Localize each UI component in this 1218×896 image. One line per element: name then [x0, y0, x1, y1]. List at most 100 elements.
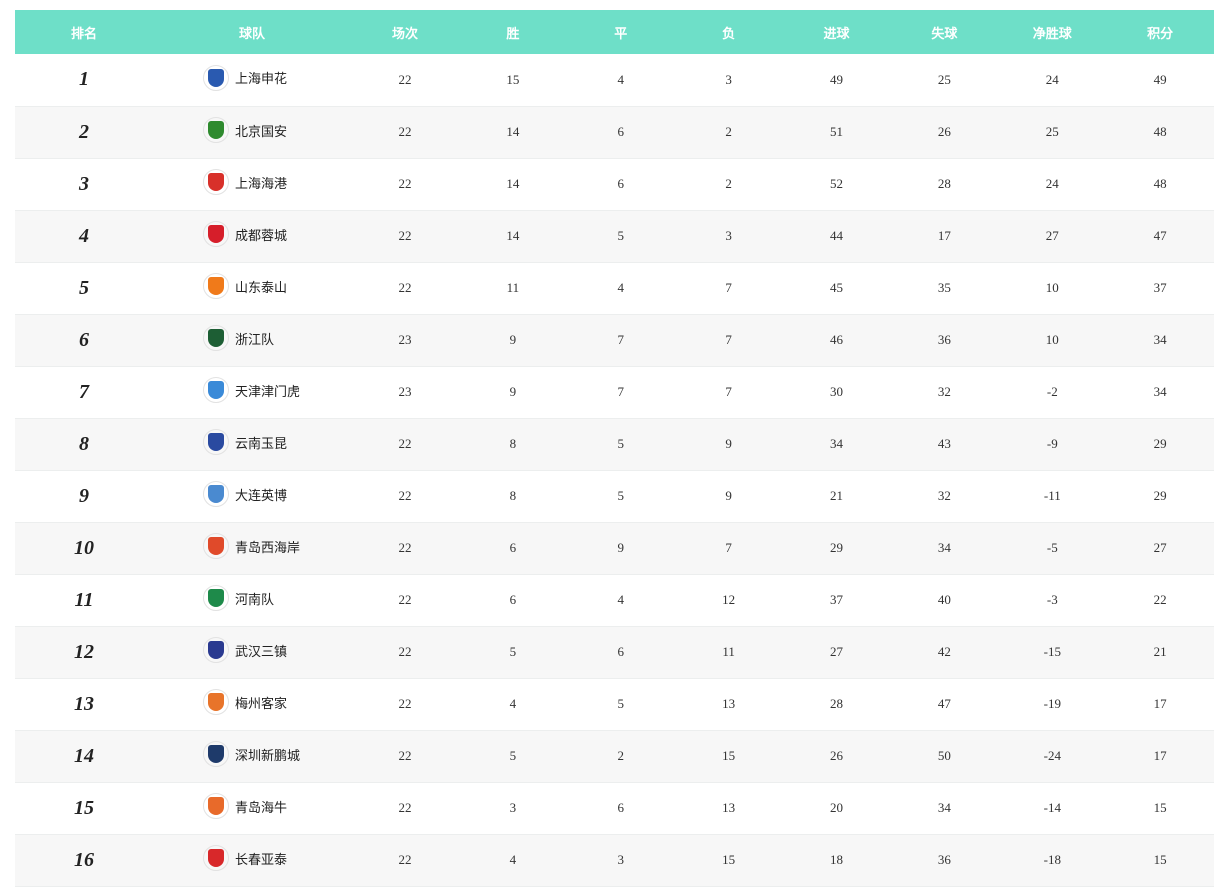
header-won: 胜 [506, 26, 520, 42]
rank-cell: 5 [79, 276, 89, 299]
team-name[interactable]: 河南队 [235, 592, 275, 608]
played-cell: 22 [398, 280, 412, 295]
team-name[interactable]: 山东泰山 [235, 280, 288, 296]
played-cell: 22 [398, 852, 412, 867]
points-cell: 34 [1153, 384, 1167, 399]
goals-against-cell: 17 [937, 228, 951, 243]
drawn-cell: 7 [617, 384, 624, 399]
goal-difference-cell: -3 [1046, 592, 1058, 607]
header-rank: 排名 [70, 26, 97, 42]
drawn-cell: 3 [617, 852, 624, 867]
team-cell[interactable]: 成都蓉城 [153, 210, 351, 262]
lost-cell: 3 [725, 71, 732, 87]
rank-cell: 12 [74, 640, 94, 663]
team-name[interactable]: 深圳新鹏城 [235, 748, 301, 764]
team-name[interactable]: 浙江队 [235, 332, 275, 348]
team-cell[interactable]: 北京国安 [153, 106, 351, 158]
goal-difference-cell: -2 [1046, 384, 1058, 399]
team-name[interactable]: 青岛海牛 [235, 800, 288, 816]
team-name[interactable]: 武汉三镇 [235, 644, 288, 660]
team-cell[interactable]: 山东泰山 [153, 262, 351, 314]
table-row: 7 天津津门虎 23 9 7 7 30 32 -2 34 [15, 366, 1215, 418]
lost-cell: 13 [722, 800, 736, 815]
team-name[interactable]: 上海申花 [235, 72, 288, 88]
played-cell: 22 [398, 228, 412, 243]
table-row: 9 大连英博 22 8 5 9 21 32 -11 29 [15, 470, 1215, 522]
team-logo-icon [203, 273, 229, 299]
team-name[interactable]: 大连英博 [235, 488, 288, 504]
drawn-cell: 6 [617, 176, 624, 191]
rank-cell: 13 [74, 692, 94, 715]
team-cell[interactable]: 云南玉昆 [153, 418, 351, 470]
lost-cell: 7 [725, 384, 732, 399]
goal-difference-cell: -18 [1043, 852, 1061, 867]
table-row: 8 云南玉昆 22 8 5 9 34 43 -9 29 [15, 418, 1215, 470]
team-cell[interactable]: 青岛海牛 [153, 782, 351, 834]
rank-cell: 9 [79, 484, 89, 507]
team-name[interactable]: 梅州客家 [235, 696, 288, 712]
team-name[interactable]: 成都蓉城 [235, 228, 288, 244]
team-cell[interactable]: 上海申花 [153, 54, 351, 106]
team-name[interactable]: 北京国安 [235, 124, 288, 140]
goals-for-cell: 44 [830, 228, 843, 243]
team-cell[interactable]: 河南队 [153, 574, 351, 626]
team-name[interactable]: 上海海港 [235, 176, 288, 192]
team-logo-icon [203, 689, 229, 715]
goal-difference-cell: 24 [1045, 176, 1059, 191]
team-cell[interactable]: 深圳新鹏城 [153, 730, 351, 782]
drawn-cell: 5 [617, 696, 624, 711]
goals-against-cell: 32 [937, 488, 951, 503]
team-cell[interactable]: 大连英博 [153, 470, 351, 522]
points-cell: 21 [1153, 644, 1167, 659]
team-cell[interactable]: 浙江队 [153, 314, 351, 366]
team-logo-icon [203, 221, 229, 247]
team-logo-icon [203, 637, 229, 663]
goals-against-cell: 50 [937, 748, 951, 763]
goals-against-cell: 47 [937, 696, 951, 711]
team-cell[interactable]: 青岛西海岸 [153, 522, 351, 574]
played-cell: 22 [398, 71, 412, 87]
drawn-cell: 4 [617, 280, 624, 295]
lost-cell: 9 [725, 436, 732, 451]
team-name[interactable]: 青岛西海岸 [235, 540, 301, 556]
lost-cell: 13 [722, 696, 736, 711]
won-cell: 5 [509, 644, 517, 659]
team-name[interactable]: 天津津门虎 [235, 384, 301, 400]
lost-cell: 12 [722, 592, 736, 607]
played-cell: 22 [398, 176, 412, 191]
goals-for-cell: 45 [830, 280, 843, 295]
lost-cell: 9 [725, 488, 732, 503]
team-name[interactable]: 云南玉昆 [235, 436, 288, 452]
goals-for-cell: 30 [830, 384, 843, 399]
points-cell: 15 [1153, 852, 1167, 867]
drawn-cell: 4 [617, 71, 624, 87]
team-cell[interactable]: 梅州客家 [153, 678, 351, 730]
goal-difference-cell: -11 [1043, 488, 1061, 503]
table-header: 排名 球队 场次 胜 平 负 进球 失球 净胜球 积分 [15, 10, 1215, 54]
team-cell[interactable]: 上海海港 [153, 158, 351, 210]
lost-cell: 2 [725, 176, 732, 191]
points-cell: 37 [1153, 280, 1167, 295]
won-cell: 11 [506, 280, 520, 295]
lost-cell: 3 [725, 228, 732, 243]
points-cell: 49 [1153, 71, 1167, 87]
header-lost: 负 [722, 26, 736, 42]
team-cell[interactable]: 长春亚泰 [153, 834, 351, 886]
goals-against-cell: 32 [937, 384, 951, 399]
goals-against-cell: 26 [937, 124, 951, 139]
played-cell: 22 [398, 592, 412, 607]
team-name[interactable]: 长春亚泰 [235, 852, 288, 868]
won-cell: 15 [506, 71, 520, 87]
goals-against-cell: 42 [937, 644, 951, 659]
team-logo-icon [203, 741, 229, 767]
played-cell: 22 [398, 436, 412, 451]
team-cell[interactable]: 天津津门虎 [153, 366, 351, 418]
played-cell: 22 [398, 800, 412, 815]
drawn-cell: 7 [617, 332, 624, 347]
team-cell[interactable]: 武汉三镇 [153, 626, 351, 678]
lost-cell: 7 [725, 280, 732, 295]
table-row: 1 上海申花 22 15 4 3 49 25 24 49 [15, 54, 1215, 106]
team-logo-icon [203, 429, 229, 455]
header-drawn: 平 [614, 26, 628, 42]
table-row: 15 青岛海牛 22 3 6 13 20 34 -14 15 [15, 782, 1215, 834]
